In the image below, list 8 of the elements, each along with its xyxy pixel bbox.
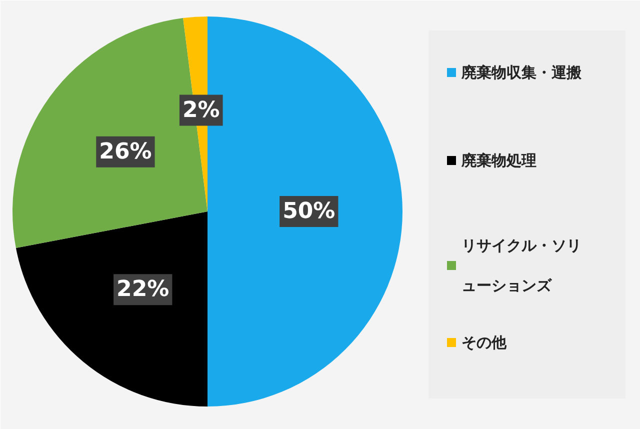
category-label: リサイクル・ソリューションズ [462, 236, 582, 294]
data-label: 26% [99, 139, 152, 164]
data-label: 50% [282, 199, 336, 224]
data-label: 2% [182, 98, 220, 123]
legend-label: 廃棄物処理 [460, 152, 536, 170]
legend-label: その他 [462, 334, 508, 352]
legend-label: 廃棄物収集・運搬 [460, 64, 582, 82]
data-label: 22% [116, 277, 170, 302]
